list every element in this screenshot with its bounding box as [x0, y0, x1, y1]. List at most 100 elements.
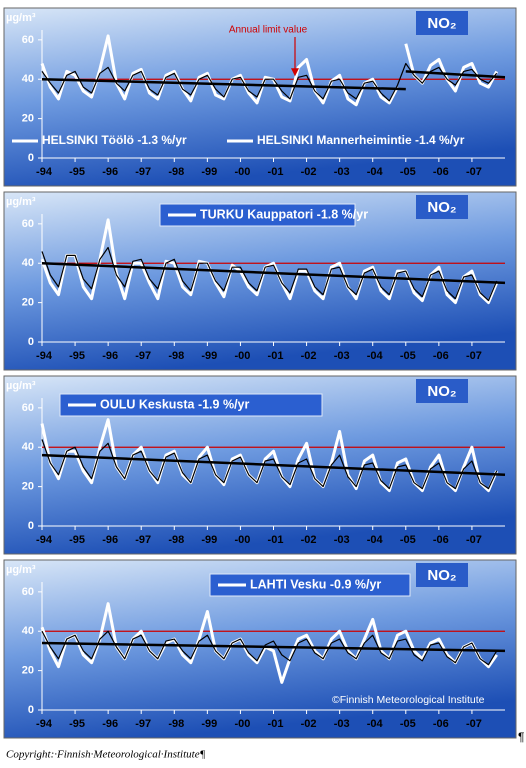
x-tick-label: -03 — [334, 534, 350, 546]
x-tick-label: -98 — [168, 166, 184, 178]
unit-label: µg/m³ — [6, 196, 36, 208]
credit: ©Finnish Meteorological Institute — [332, 694, 485, 706]
trend-line — [41, 77, 406, 91]
x-tick-label: -06 — [433, 534, 449, 546]
x-tick-label: -94 — [36, 534, 53, 546]
x-tick-label: -04 — [367, 718, 384, 730]
y-tick-label: 20 — [22, 665, 34, 677]
y-tick-label: 20 — [22, 113, 34, 125]
x-tick-label: -03 — [334, 166, 350, 178]
x-tick-label: -07 — [466, 534, 482, 546]
end-mark: ¶ — [518, 730, 524, 744]
legend-box — [59, 393, 323, 417]
series-line — [40, 34, 399, 107]
title-box — [416, 195, 468, 219]
y-tick-label: 0 — [28, 704, 34, 716]
x-tick-label: -97 — [135, 166, 151, 178]
x-tick-label: -95 — [69, 534, 85, 546]
series-line — [41, 246, 498, 302]
y-tick-label: 40 — [22, 625, 34, 637]
y-tick-label: 0 — [28, 520, 34, 532]
legend-label: LAHTI Vesku -0.9 %/yr — [250, 577, 381, 591]
x-tick-label: -01 — [268, 350, 284, 362]
chart-title: NO₂ — [427, 383, 456, 400]
legend-box — [209, 573, 411, 597]
y-tick-label: 20 — [22, 297, 34, 309]
unit-label: µg/m³ — [6, 12, 36, 24]
x-tick-label: -07 — [466, 718, 482, 730]
x-tick-label: -01 — [268, 534, 284, 546]
x-tick-label: -02 — [301, 534, 317, 546]
x-tick-label: -00 — [234, 166, 250, 178]
x-tick-label: -01 — [268, 166, 284, 178]
chart-title: NO₂ — [427, 15, 456, 32]
x-tick-label: -00 — [234, 350, 250, 362]
title-box — [416, 563, 468, 587]
x-tick-label: -99 — [201, 534, 217, 546]
legend-label: HELSINKI Töölö -1.3 %/yr — [42, 133, 187, 147]
x-tick-label: -96 — [102, 166, 118, 178]
x-tick-label: -99 — [201, 350, 217, 362]
series-line — [41, 62, 498, 102]
trend-line — [405, 70, 506, 79]
x-tick-label: -04 — [367, 534, 384, 546]
x-tick-label: -07 — [466, 166, 482, 178]
x-tick-label: -98 — [168, 534, 184, 546]
x-tick-label: -06 — [433, 350, 449, 362]
x-tick-label: -02 — [301, 718, 317, 730]
chart-title: NO₂ — [427, 199, 456, 216]
y-tick-label: 40 — [22, 73, 34, 85]
x-tick-label: -04 — [367, 350, 384, 362]
x-tick-label: -97 — [135, 718, 151, 730]
x-tick-label: -05 — [400, 718, 416, 730]
trend-line — [41, 261, 506, 285]
x-tick-label: -07 — [466, 350, 482, 362]
y-tick-label: 40 — [22, 441, 34, 453]
x-tick-label: -94 — [36, 718, 53, 730]
y-tick-label: 0 — [28, 152, 34, 164]
y-tick-label: 40 — [22, 257, 34, 269]
y-tick-label: 20 — [22, 481, 34, 493]
x-tick-label: -06 — [433, 166, 449, 178]
series-line — [41, 630, 498, 666]
x-tick-label: -05 — [400, 350, 416, 362]
x-tick-label: -98 — [168, 350, 184, 362]
arrow-head — [291, 68, 299, 77]
y-tick-label: 60 — [22, 218, 34, 230]
x-tick-label: -00 — [234, 534, 250, 546]
y-tick-label: 60 — [22, 402, 34, 414]
title-box — [416, 11, 468, 35]
y-tick-label: 60 — [22, 34, 34, 46]
x-tick-label: -05 — [400, 534, 416, 546]
x-tick-label: -94 — [36, 166, 53, 178]
x-tick-label: -95 — [69, 166, 85, 178]
x-tick-label: -00 — [234, 718, 250, 730]
x-tick-label: -95 — [69, 718, 85, 730]
x-tick-label: -98 — [168, 718, 184, 730]
x-tick-label: -95 — [69, 350, 85, 362]
y-tick-label: 60 — [22, 586, 34, 598]
x-tick-label: -99 — [201, 166, 217, 178]
title-box — [416, 379, 468, 403]
x-tick-label: -94 — [36, 350, 53, 362]
x-tick-label: -96 — [102, 718, 118, 730]
x-tick-label: -05 — [400, 166, 416, 178]
y-tick-label: 0 — [28, 336, 34, 348]
x-tick-label: -03 — [334, 718, 350, 730]
legend-label: HELSINKI Mannerheimintie -1.4 %/yr — [257, 133, 465, 147]
x-tick-label: -02 — [301, 350, 317, 362]
legend-label: OULU Keskusta -1.9 %/yr — [100, 397, 249, 411]
caption: Copyright:·Finnish·Meteorological·Instit… — [6, 749, 206, 761]
legend-box — [159, 203, 356, 227]
x-tick-label: -97 — [135, 350, 151, 362]
trend-line — [41, 453, 506, 477]
trend-line — [41, 641, 506, 653]
legend-label: TURKU Kauppatori -1.8 %/yr — [200, 207, 368, 221]
x-tick-label: -02 — [301, 166, 317, 178]
x-tick-label: -99 — [201, 718, 217, 730]
x-tick-label: -06 — [433, 718, 449, 730]
x-tick-label: -97 — [135, 534, 151, 546]
series-line — [41, 439, 498, 490]
